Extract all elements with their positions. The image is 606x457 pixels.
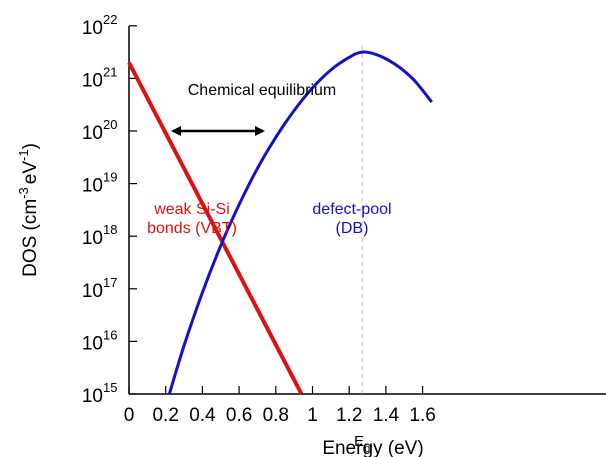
- y-tick-exponent: 19: [103, 170, 117, 185]
- y-tick-exponent: 17: [103, 275, 117, 290]
- ep-main: E: [354, 433, 364, 450]
- x-tick-label: 1: [307, 405, 318, 426]
- x-tick-label: 0: [124, 405, 135, 426]
- y-tick-label: 10: [82, 123, 103, 144]
- y-tick-label: 10: [82, 281, 103, 302]
- x-ticks: 0 0.2 0.4 0.6 0.8 1 1.2 1.4 1.6: [124, 386, 436, 426]
- x-tick-label: 1.6: [409, 405, 435, 426]
- y-tick-label: 10: [82, 70, 103, 91]
- series-line-vbt: [127, 61, 304, 395]
- y-axis-title: DOS (cm-3eV-1): [16, 143, 41, 277]
- x-tick-label: 1.4: [373, 405, 400, 426]
- y-tick-exponent: 21: [103, 64, 117, 79]
- x-tick-label: 0.4: [189, 405, 216, 426]
- x-tick-label: 0.6: [226, 405, 252, 426]
- ep-label: Ep: [354, 433, 370, 455]
- series-line-db: [167, 50, 433, 395]
- y-tick-exponent: 16: [103, 327, 117, 342]
- vbt-label-line1: weak Si-Si: [153, 201, 230, 218]
- x-tick-label: 0.8: [263, 405, 289, 426]
- y-tick-exponent: 15: [103, 380, 117, 395]
- db-label-line1: defect-pool: [312, 201, 391, 218]
- x-tick-label: 1.2: [336, 405, 362, 426]
- y-tick-exponent: 22: [103, 12, 117, 27]
- y-tick-label: 10: [82, 228, 103, 249]
- ep-sub: p: [364, 443, 370, 455]
- y-tick-label: 10: [82, 333, 103, 354]
- y-tick-label: 10: [82, 18, 103, 39]
- x-tick-label: 0.2: [152, 405, 178, 426]
- vbt-label-line2: bonds (VBT): [147, 220, 237, 237]
- y-tick-label: 10: [82, 176, 103, 197]
- equilibrium-label: Chemical equilibrium: [188, 82, 337, 99]
- y-tick-label: 10: [82, 386, 103, 407]
- y-tick-exponent: 20: [103, 117, 117, 132]
- y-tick-exponent: 18: [103, 222, 117, 237]
- db-label-line2: (DB): [336, 220, 369, 237]
- x-axis-title: Energy (eV): [322, 438, 423, 457]
